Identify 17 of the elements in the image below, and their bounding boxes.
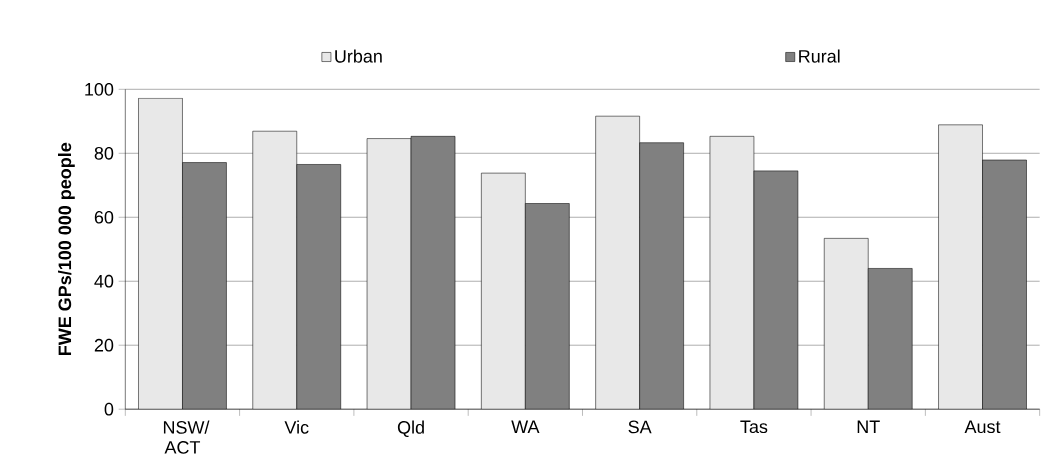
legend-label: Urban: [335, 49, 382, 63]
x-tick-label: NSW/ ACT: [163, 420, 210, 454]
x-tick-label: Vic: [284, 420, 309, 434]
x-tick-label: Tas: [740, 420, 768, 434]
y-tick-label: 100: [85, 83, 114, 96]
x-tick-label: Qld: [397, 420, 424, 438]
y-tick-label: 60: [94, 210, 114, 224]
x-tick-label: NT: [857, 420, 880, 434]
y-tick-label: 80: [94, 146, 114, 160]
y-tick-label: 40: [94, 274, 114, 288]
y-tick-label: 0: [104, 402, 114, 416]
x-tick-label: WA: [511, 420, 540, 434]
legend-label: Rural: [799, 49, 840, 63]
y-tick-label: 20: [94, 338, 114, 352]
y-axis-title: FWE GPs/100 000 people: [57, 142, 75, 356]
x-tick-label: Aust: [964, 420, 1001, 434]
x-tick-label: SA: [628, 420, 652, 434]
